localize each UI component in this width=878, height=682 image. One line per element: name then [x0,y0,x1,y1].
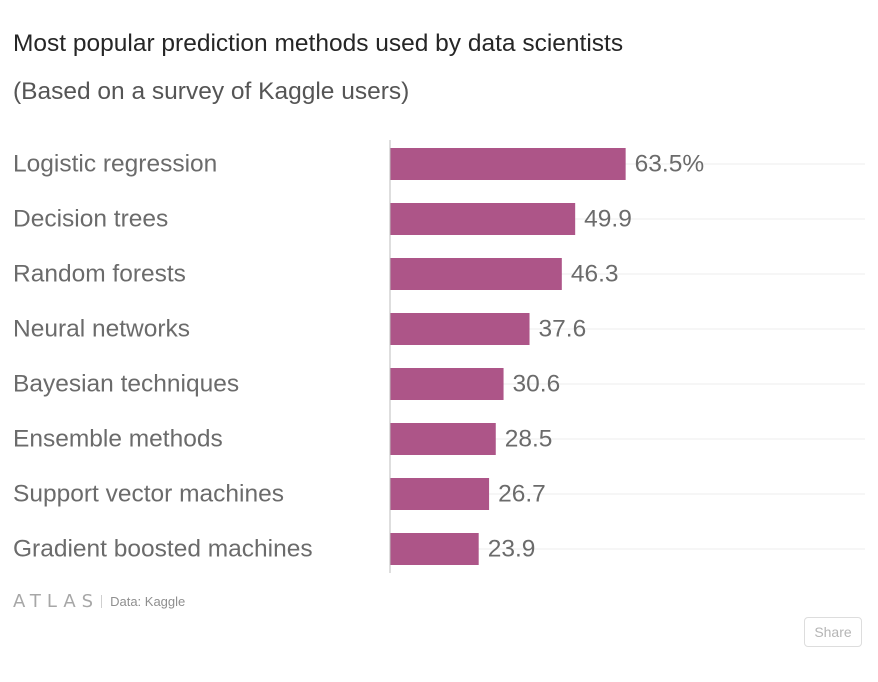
value-label: 30.6 [513,371,561,398]
value-label: 23.9 [488,536,536,563]
value-label: 46.3 [571,261,619,288]
chart-subtitle: (Based on a survey of Kaggle users) [13,78,410,105]
bars [390,148,626,565]
bar[interactable] [390,258,562,290]
value-label: 37.6 [539,316,587,343]
bar[interactable] [390,368,504,400]
atlas-logo[interactable]: ATLAS [13,590,100,612]
share-button[interactable]: Share [804,617,862,647]
value-labels: 63.5% 49.9 46.3 37.6 30.6 28.5 26.7 23.9 [488,151,704,563]
bar[interactable] [390,478,490,510]
bar[interactable] [390,148,626,180]
bar[interactable] [390,203,576,235]
bar[interactable] [390,423,496,455]
value-label: 63.5% [635,151,704,178]
category-label: Support vector machines [13,481,284,508]
data-source: Data: Kaggle [110,593,186,609]
value-label: 49.9 [584,206,632,233]
chart-title: Most popular prediction methods used by … [13,30,624,57]
category-labels: Logistic regression Decision trees Random … [13,151,313,563]
category-label: Gradient boosted machines [13,536,313,563]
category-label: Ensemble methods [13,426,223,453]
value-label: 28.5 [505,426,553,453]
category-label: Neural networks [13,316,190,343]
value-label: 26.7 [498,481,546,508]
category-label: Random forests [13,261,186,288]
category-label: Logistic regression [13,151,217,178]
footer-separator [101,594,103,608]
category-label: Bayesian techniques [13,371,239,398]
bar[interactable] [390,533,479,565]
chart-footer: ATLAS Data: Kaggle [13,590,185,612]
bar[interactable] [390,313,530,345]
category-label: Decision trees [13,206,168,233]
